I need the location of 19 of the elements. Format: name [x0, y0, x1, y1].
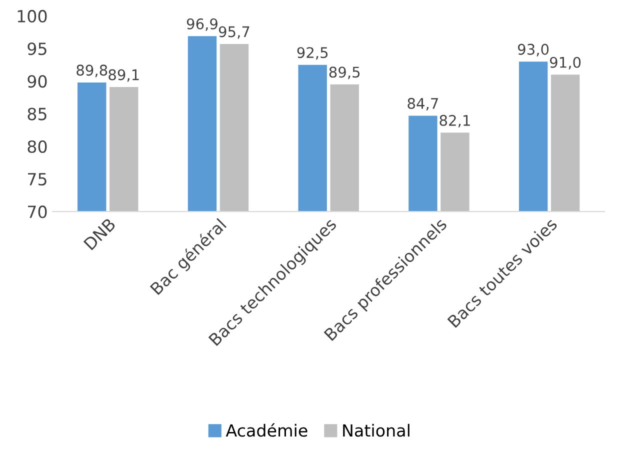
data-label: 93,0	[518, 44, 549, 56]
y-tick-label: 85	[28, 108, 46, 120]
data-label: 91,0	[550, 56, 581, 70]
y-tick-label: 80	[28, 140, 47, 153]
y-tick-label: 90	[28, 75, 47, 88]
data-label: 84,7	[408, 98, 438, 110]
y-tick-label: 100	[18, 10, 47, 22]
data-label: 82,1	[440, 114, 470, 128]
y-tick-label: 70	[28, 206, 47, 218]
data-label: 89,1	[108, 69, 139, 82]
data-label: 92,5	[297, 47, 328, 60]
y-tick-label: 75	[28, 173, 46, 186]
data-label: 89,5	[329, 66, 360, 80]
data-label: 96,9	[186, 18, 218, 31]
legend-label: National	[343, 424, 410, 437]
y-tick-label: 95	[28, 42, 46, 56]
legend-label: Académie	[226, 423, 308, 437]
data-label: 89,8	[76, 64, 108, 78]
data-label: 95,7	[218, 26, 250, 39]
